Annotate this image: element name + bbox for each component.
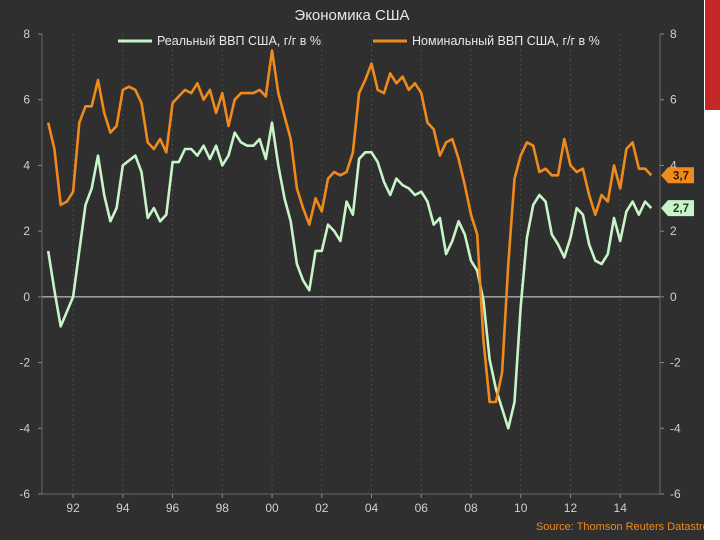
badge-shape <box>661 167 694 184</box>
x-tick-label: 98 <box>216 501 230 515</box>
badge-value: 2,7 <box>673 203 689 215</box>
y-tick-label-left: 6 <box>23 93 30 107</box>
badge-nominal-gdp: 3,7 <box>661 167 694 184</box>
last-value-badges: 2,7 3,7 <box>661 167 694 217</box>
x-tick-label: 08 <box>464 501 478 515</box>
x-tick-label: 00 <box>265 501 279 515</box>
y-axis-right: -6 -4 -2 0 2 4 6 8 <box>659 27 681 501</box>
y-tick-label-left: 2 <box>23 224 30 238</box>
legend: Реальный ВВП США, г/г в % Номинальный ВВ… <box>118 34 600 48</box>
badge-value: 3,7 <box>673 170 689 182</box>
legend-label-real-gdp: Реальный ВВП США, г/г в % <box>157 34 321 48</box>
grid <box>72 34 621 494</box>
chart-title: Экономика США <box>294 7 409 24</box>
y-tick-label-right: -2 <box>670 356 681 370</box>
x-tick-label: 92 <box>66 501 80 515</box>
y-tick-label-left: 8 <box>23 27 30 41</box>
y-tick-label-left: -4 <box>19 421 30 435</box>
y-tick-label-right: 8 <box>670 27 677 41</box>
x-tick-label: 12 <box>564 501 578 515</box>
x-tick-label: 02 <box>315 501 329 515</box>
y-tick-label-left: 0 <box>23 290 30 304</box>
legend-label-nominal-gdp: Номинальный ВВП США, г/г в % <box>412 34 600 48</box>
series-lines <box>46 49 653 430</box>
series-line-nominal-gdp <box>46 49 653 404</box>
x-tick-label: 14 <box>614 501 628 515</box>
x-tick-label: 10 <box>514 501 528 515</box>
y-tick-label-right: -4 <box>670 421 681 435</box>
x-axis: 92 94 96 98 00 02 04 06 08 10 12 14 <box>42 493 660 515</box>
y-tick-label-left: -6 <box>19 487 30 501</box>
x-tick-label: 94 <box>116 501 130 515</box>
badge-real-gdp: 2,7 <box>661 200 694 217</box>
series-line-real-gdp <box>46 121 653 430</box>
badge-shape <box>661 200 694 217</box>
y-tick-label-right: 0 <box>670 290 677 304</box>
y-tick-label-left: -2 <box>19 356 30 370</box>
y-tick-label-left: 4 <box>23 158 30 172</box>
y-axis-left: -6 -4 -2 0 2 4 6 8 <box>19 27 43 501</box>
y-tick-label-right: 2 <box>670 224 677 238</box>
x-tick-label: 06 <box>415 501 429 515</box>
x-tick-label: 96 <box>166 501 180 515</box>
x-tick-label: 04 <box>365 501 379 515</box>
y-tick-label-right: 6 <box>670 93 677 107</box>
source-note: Source: Thomson Reuters Datastream <box>536 521 704 533</box>
accent-bar <box>705 0 720 110</box>
y-tick-label-right: -6 <box>670 487 681 501</box>
y-tick-label-right: 4 <box>670 158 677 172</box>
chart-frame <box>0 0 704 540</box>
